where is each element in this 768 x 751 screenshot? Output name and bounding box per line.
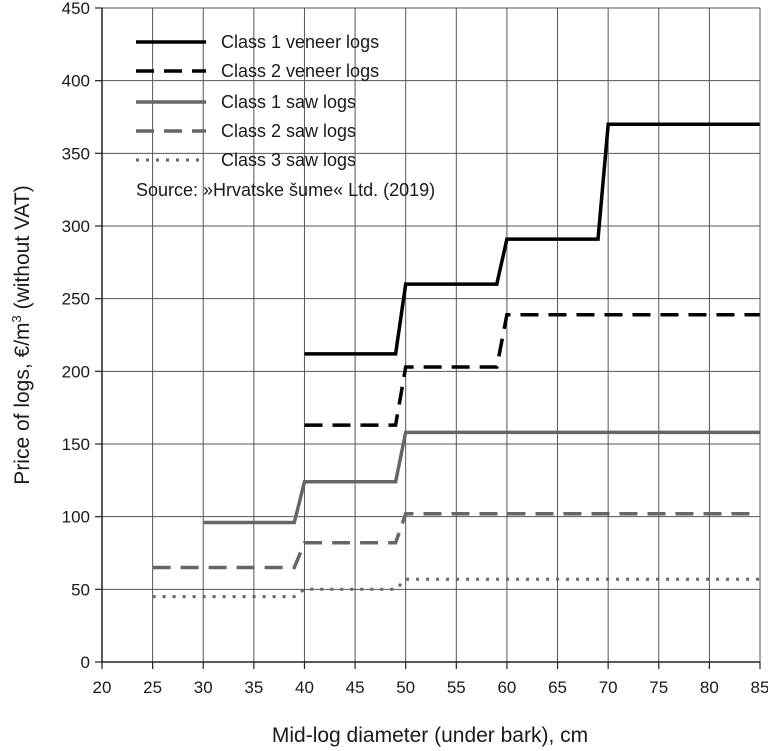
series-line-3 — [203, 430, 760, 525]
grid — [102, 7, 760, 662]
series-line-1 — [304, 122, 760, 356]
legend-item: Class 1 saw logs — [136, 92, 356, 112]
series-line-4 — [152, 512, 760, 570]
y-tick-label: 50 — [71, 580, 90, 599]
x-tick-label: 80 — [700, 678, 719, 697]
x-tick-label: 60 — [497, 678, 516, 697]
x-tick-label: 45 — [346, 678, 365, 697]
y-tick-label: 400 — [62, 72, 90, 91]
x-tick-label: 20 — [93, 678, 112, 697]
legend-item: Class 2 saw logs — [136, 121, 356, 141]
x-tick-label: 75 — [649, 678, 668, 697]
legend: Class 1 veneer logs Class 2 veneer logs … — [136, 32, 435, 200]
y-tick-label: 100 — [62, 508, 90, 527]
x-tick-label: 30 — [194, 678, 213, 697]
legend-label: Class 3 saw logs — [221, 150, 356, 170]
y-axis-title-main: Price of logs, €/m — [11, 322, 34, 484]
y-tick-label: 300 — [62, 217, 90, 236]
x-tick-label: 50 — [396, 678, 415, 697]
source-note: Source: »Hrvatske šume« Ltd. (2019) — [136, 180, 435, 200]
y-tick-label: 200 — [62, 362, 90, 381]
y-tick-label: 250 — [62, 290, 90, 309]
x-tick-label: 65 — [548, 678, 567, 697]
series-layer — [152, 122, 760, 599]
y-tick-label: 350 — [62, 144, 90, 163]
x-tick-label: 85 — [751, 678, 768, 697]
legend-label: Class 2 saw logs — [221, 121, 356, 141]
x-tick-label: 70 — [599, 678, 618, 697]
y-tick-label: 450 — [62, 0, 90, 18]
legend-label: Class 1 saw logs — [221, 92, 356, 112]
x-tick-labels: 20 25 30 35 40 45 50 55 60 65 70 75 80 85 — [93, 678, 768, 697]
y-axis-title-superscript: 3 — [9, 315, 24, 322]
x-tick-label: 35 — [244, 678, 263, 697]
legend-item: Class 1 veneer logs — [136, 32, 379, 52]
legend-item: Class 3 saw logs — [136, 150, 356, 170]
series-line-2 — [304, 312, 760, 427]
x-tick-label: 25 — [143, 678, 162, 697]
x-axis-title: Mid-log diameter (under bark), cm — [272, 724, 588, 747]
axes — [95, 7, 761, 669]
legend-label: Class 2 veneer logs — [221, 61, 379, 81]
y-tick-labels: 0 50 100 150 200 250 300 350 400 450 — [62, 0, 90, 672]
y-tick-label: 150 — [62, 435, 90, 454]
x-tick-label: 40 — [295, 678, 314, 697]
y-tick-label: 0 — [81, 653, 90, 672]
y-axis-title: Price of logs, €/m3 (without VAT) — [9, 185, 34, 484]
legend-background — [118, 22, 485, 210]
legend-label: Class 1 veneer logs — [221, 32, 379, 52]
y-axis-title-tail: (without VAT) — [11, 185, 34, 315]
legend-item: Class 2 veneer logs — [136, 61, 379, 81]
x-tick-label: 55 — [447, 678, 466, 697]
